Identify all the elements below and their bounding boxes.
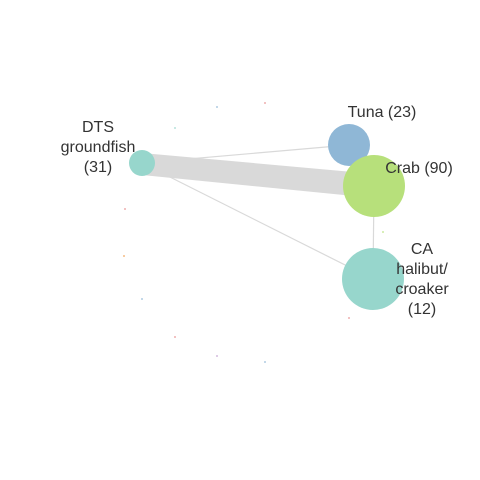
label-ca-halibut-croaker: CA halibut/ croaker (12) [384, 240, 460, 320]
minor-node-m8 [348, 317, 350, 319]
edge-dts-crab [142, 153, 364, 197]
label-line: halibut/ [396, 261, 448, 278]
label-line: croaker [395, 281, 449, 298]
minor-points-layer [123, 102, 384, 363]
minor-node-m2 [264, 102, 266, 104]
minor-node-m11 [174, 336, 176, 338]
label-line: CA [410, 241, 434, 258]
minor-node-m10 [264, 361, 266, 363]
minor-node-m6 [141, 298, 143, 300]
label-line: (31) [83, 159, 113, 176]
edge-dts-halibut [141, 162, 374, 280]
minor-node-m9 [216, 355, 218, 357]
label-line: DTS [82, 119, 114, 136]
label-line: (12) [407, 301, 437, 318]
nodes-layer [129, 124, 405, 310]
edge-dts-tuna [141, 144, 350, 164]
minor-node-m5 [123, 255, 125, 257]
label-crab: Crab (90) [374, 159, 464, 179]
node-tuna [328, 124, 370, 166]
label-line: Tuna (23) [347, 104, 417, 121]
minor-node-m3 [174, 127, 176, 129]
minor-node-m7 [382, 231, 384, 233]
label-line: Crab (90) [385, 160, 453, 177]
node-crab [343, 155, 405, 217]
label-line: groundfish [60, 139, 136, 156]
label-tuna: Tuna (23) [336, 103, 428, 123]
edges-layer [141, 144, 375, 280]
node-halibut [342, 248, 404, 310]
minor-node-m4 [124, 208, 126, 210]
node-dts [129, 150, 155, 176]
label-dts-groundfish: DTS groundfish (31) [50, 118, 146, 178]
minor-node-m1 [216, 106, 218, 108]
